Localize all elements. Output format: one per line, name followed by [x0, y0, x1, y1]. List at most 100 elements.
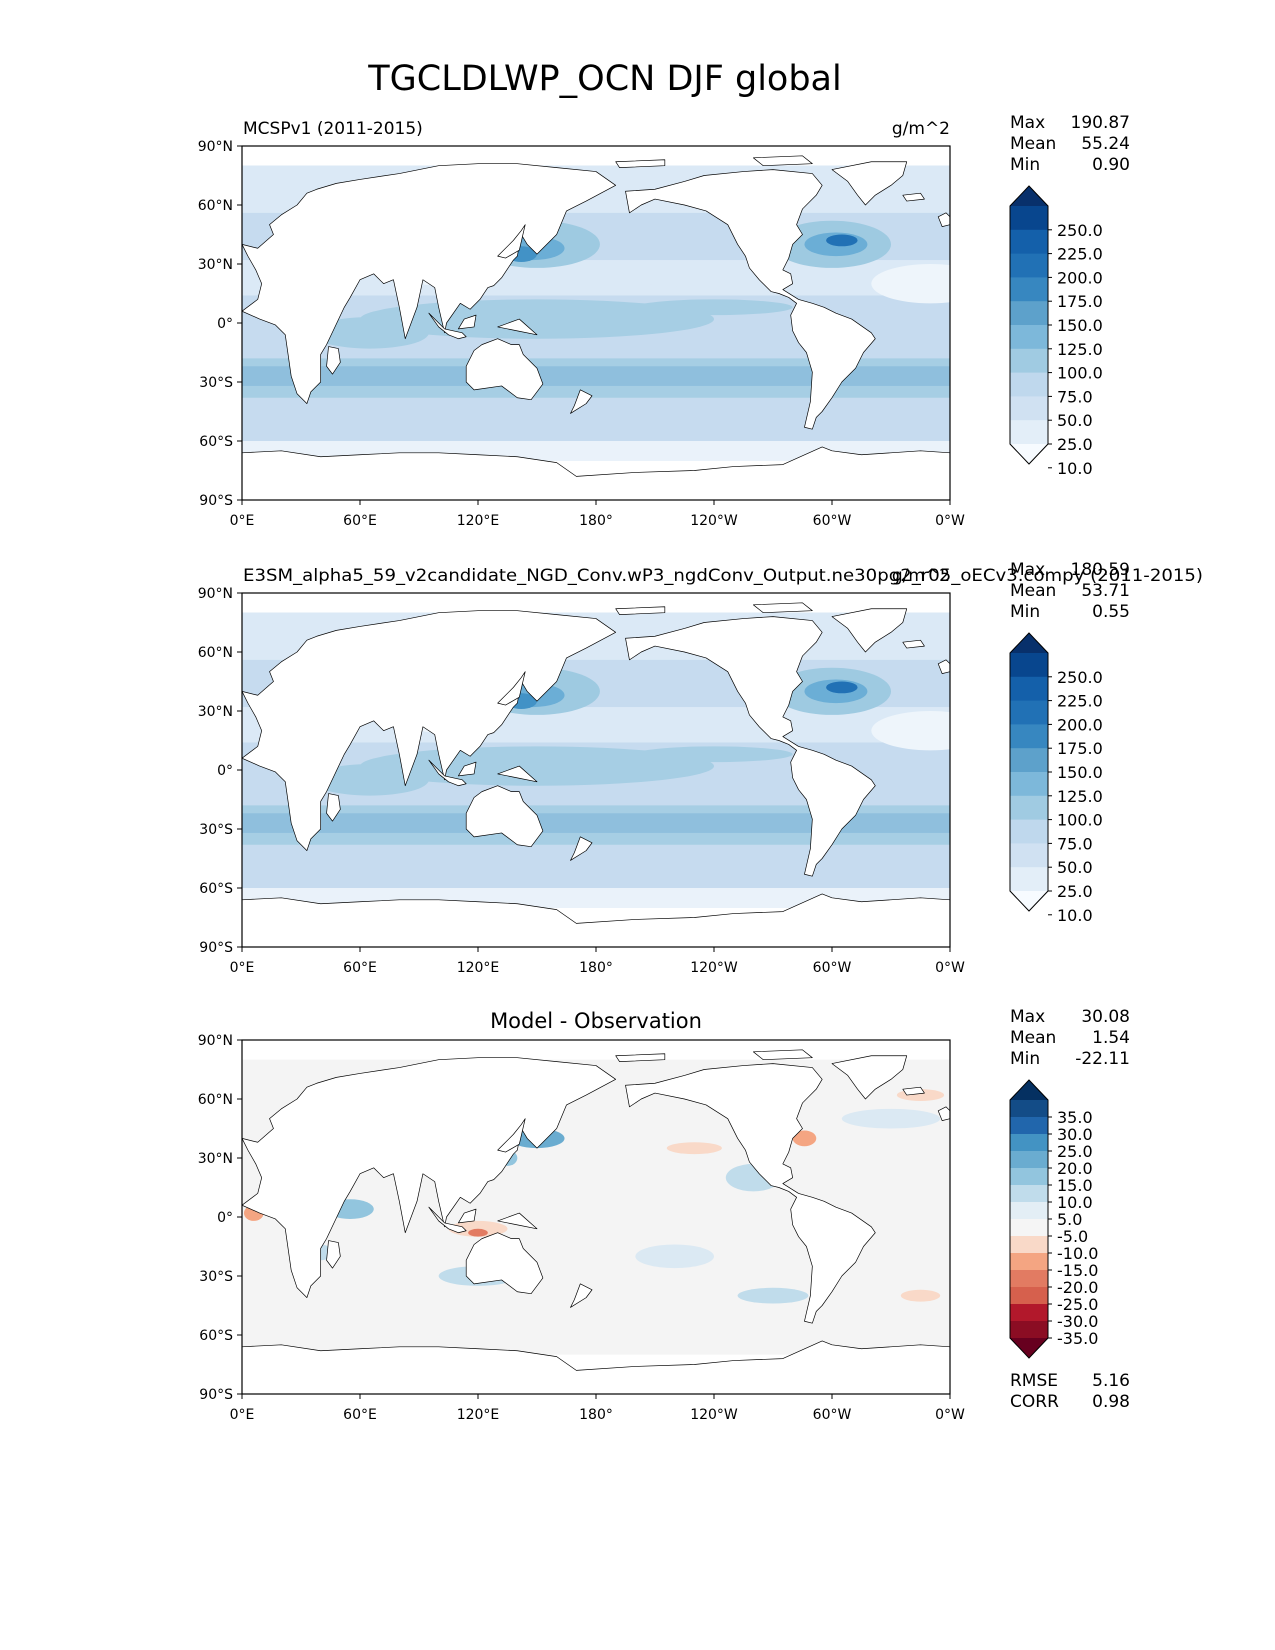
colorbar-swatch — [1010, 819, 1048, 844]
lat-tick-label: 60°N — [198, 198, 233, 214]
stat-value-mean: 1.54 — [1092, 1028, 1130, 1048]
colorbar-extend-max — [1010, 633, 1048, 653]
lat-tick-label: 0° — [217, 763, 233, 779]
lat-tick-label: 60°S — [199, 1328, 233, 1344]
lat-tick-label: 0° — [217, 1210, 233, 1226]
lon-tick-label: 60°E — [343, 1407, 377, 1423]
map-test — [242, 155, 950, 500]
map-difference — [242, 1049, 950, 1394]
colorbar-extend-min — [1010, 444, 1048, 464]
lat-tick-label: 0° — [217, 316, 233, 332]
stat-label-mean: Mean — [1010, 581, 1056, 601]
colorbar-swatch — [1010, 1134, 1048, 1152]
colorbar-swatch — [1010, 700, 1048, 725]
colorbar-swatch — [1010, 1151, 1048, 1169]
colorbar-swatch — [1010, 396, 1048, 421]
colorbar-swatch — [1010, 1287, 1048, 1305]
colorbar: 35.030.025.020.015.010.05.0-5.0-10.0-15.… — [1009, 1079, 1098, 1359]
lon-tick-label: 60°W — [813, 960, 852, 976]
colorbar-level-label: 10.0 — [1057, 906, 1093, 925]
colorbar: 250.0 225.0 200.0 175.0 150.0 125.0 100.0 75.0 5… — [1009, 185, 1103, 478]
colorbar-swatch — [1010, 420, 1048, 445]
colorbar-level-label: 25.0 — [1057, 882, 1093, 901]
metric-value-rmse: 5.16 — [1092, 1371, 1130, 1391]
colorbar-level-label: 100.0 — [1057, 811, 1103, 830]
lon-tick-label: 180° — [579, 1407, 613, 1423]
lon-tick-label: 60°E — [343, 513, 377, 529]
lon-tick-label: 0°E — [230, 513, 255, 529]
colorbar-swatch — [1010, 1219, 1048, 1237]
colorbar-swatch — [1010, 653, 1048, 678]
colorbar-swatch — [1010, 1321, 1048, 1339]
lat-tick-label: 60°S — [199, 881, 233, 897]
lat-tick-label: 30°N — [198, 704, 233, 720]
lat-tick-label: 90°N — [198, 139, 233, 155]
colorbar-swatch — [1010, 1304, 1048, 1322]
colorbar-level-label: 75.0 — [1057, 834, 1093, 853]
colorbar-level-label: 175.0 — [1057, 292, 1103, 311]
stat-value-max: 180.59 — [1071, 560, 1130, 580]
panel-difference: Model - Observation 90°N 60°N 30°N 0° 30°S 60°… — [198, 1007, 1130, 1423]
stat-value-mean: 53.71 — [1081, 581, 1130, 601]
colorbar-level-label: 10.0 — [1057, 459, 1093, 478]
colorbar-swatch — [1010, 867, 1048, 892]
lat-tick-label: 30°S — [199, 1269, 233, 1285]
stat-label-max: Max — [1010, 113, 1045, 133]
colorbar-level-label: 150.0 — [1057, 763, 1103, 782]
colorbar-extend-max — [1010, 1080, 1048, 1100]
colorbar-level-label: -35.0 — [1057, 1329, 1098, 1348]
lat-tick-label: 60°N — [198, 1092, 233, 1108]
lat-tick-label: 90°N — [198, 1033, 233, 1049]
colorbar-level-label: -10.0 — [1057, 1244, 1098, 1263]
colorbar-swatch — [1010, 1168, 1048, 1186]
lat-tick-label: 30°S — [199, 822, 233, 838]
lat-tick-label: 90°S — [199, 493, 233, 509]
colorbar-level-label: 250.0 — [1057, 668, 1103, 687]
colorbar-level-label: 25.0 — [1057, 435, 1093, 454]
colorbar-level-label: 250.0 — [1057, 221, 1103, 240]
lat-tick-label: 30°S — [199, 375, 233, 391]
figure-title: TGCLDLWP_OCN DJF global — [367, 59, 841, 99]
colorbar-swatch — [1010, 301, 1048, 326]
colorbar-level-label: 25.0 — [1057, 1142, 1093, 1161]
lon-tick-label: 120°E — [457, 960, 500, 976]
lon-tick-label: 0°E — [230, 960, 255, 976]
colorbar-extend-max — [1010, 186, 1048, 206]
stat-value-min: 0.55 — [1092, 602, 1130, 622]
colorbar-swatch — [1010, 1253, 1048, 1271]
colorbar-swatch — [1010, 676, 1048, 702]
colorbar-swatch — [1010, 1202, 1048, 1220]
colorbar-level-label: 75.0 — [1057, 387, 1093, 406]
colorbar-level-label: 150.0 — [1057, 316, 1103, 335]
lat-tick-label: 90°S — [199, 1387, 233, 1403]
stat-label-mean: Mean — [1010, 134, 1056, 154]
panels: MCSPv1 (2011-2015) g/m^2 90°N 60°N 30°N 0° 30°… — [198, 113, 1203, 1423]
colorbar-swatch — [1010, 795, 1048, 821]
colorbar-level-label: 50.0 — [1057, 858, 1093, 877]
lon-tick-label: 60°W — [813, 513, 852, 529]
stat-value-min: -22.11 — [1075, 1049, 1130, 1069]
lat-tick-label: 30°N — [198, 1151, 233, 1167]
lat-tick-label: 60°S — [199, 434, 233, 450]
stat-value-max: 30.08 — [1081, 1007, 1130, 1027]
metric-label-corr: CORR — [1010, 1392, 1059, 1412]
panel-units: g/m^2 — [892, 566, 950, 586]
panel-units: g/m^2 — [892, 119, 950, 139]
panel-test: MCSPv1 (2011-2015) g/m^2 90°N 60°N 30°N 0° 30°… — [198, 113, 1130, 529]
lat-tick-label: 90°S — [199, 940, 233, 956]
lat-tick-label: 60°N — [198, 645, 233, 661]
colorbar-level-label: -15.0 — [1057, 1261, 1098, 1280]
map-reference — [242, 602, 950, 947]
lon-tick-label: 60°E — [343, 960, 377, 976]
lon-tick-label: 120°W — [690, 960, 738, 976]
lon-tick-label: 120°W — [690, 513, 738, 529]
stat-label-max: Max — [1010, 1007, 1045, 1027]
colorbar-swatch — [1010, 277, 1048, 302]
lon-tick-label: 180° — [579, 960, 613, 976]
colorbar-level-label: 20.0 — [1057, 1159, 1093, 1178]
colorbar-extend-min — [1010, 891, 1048, 911]
lon-tick-label: 0°W — [935, 1407, 965, 1423]
colorbar-swatch — [1010, 206, 1048, 231]
colorbar-swatch — [1010, 1117, 1048, 1135]
